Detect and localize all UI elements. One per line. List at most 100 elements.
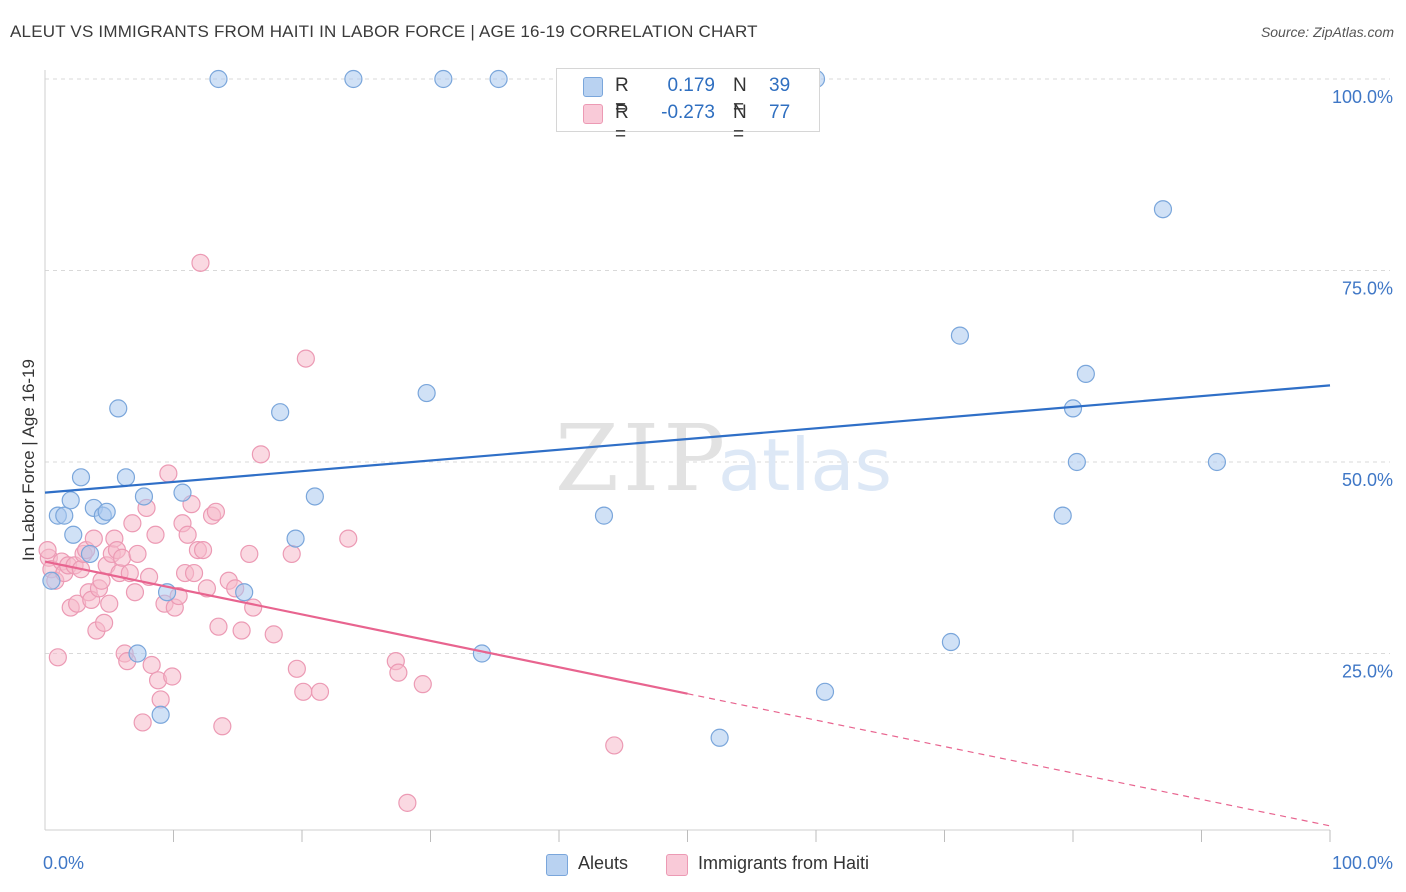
point-aleut [305,487,324,506]
point-aleut [594,506,614,525]
legend-n-value: 77 [769,102,791,123]
point-aleut [97,502,116,521]
y-tick-label: 100.0% [1332,87,1393,107]
point-aleut [128,644,147,663]
point-haiti [244,598,263,617]
y-tick-label: 75.0% [1342,279,1393,299]
point-aleut [55,506,74,525]
source-label: Source: ZipAtlas.com [1260,24,1394,40]
point-aleut [235,583,254,602]
point-haiti [163,667,182,686]
trend-haiti-dashed [687,693,1331,827]
legend-label-aleuts: Aleuts [578,853,629,873]
point-aleut [173,483,192,502]
point-haiti [191,253,210,272]
point-haiti [232,621,251,640]
point-haiti [310,682,330,701]
y-axis-label: In Labor Force | Age 16-19 [19,359,38,561]
point-haiti [125,583,145,602]
point-haiti [287,659,306,678]
point-haiti [197,579,217,598]
legend-label-haiti: Immigrants from Haiti [698,853,870,873]
point-haiti [100,594,119,613]
series-legend: Aleuts Immigrants from Haiti [0,852,1406,878]
point-aleut [489,69,508,89]
correlation-legend: R = 0.179 N = 39 R = -0.273 N = 77 [556,68,820,145]
gridlines [45,78,1390,654]
point-aleut [271,403,290,422]
point-haiti [413,675,432,694]
point-haiti [146,525,165,544]
legend-r-label: R = [615,102,629,145]
point-aleut [815,682,835,701]
point-haiti [112,548,132,567]
series-immigrants-from-haiti [38,253,624,812]
point-aleut [1207,452,1227,472]
point-haiti [389,663,408,682]
legend-swatch-blue [583,77,603,97]
trend-haiti-solid [44,560,688,695]
point-aleut [950,326,970,345]
x-tick-label: 100.0% [1332,853,1393,873]
legend-r-label: R = [615,75,629,118]
point-haiti [128,544,147,564]
point-aleut [64,525,83,544]
legend-swatch-haiti [666,854,688,876]
point-haiti [206,502,226,521]
point-haiti [251,445,270,464]
point-haiti [123,514,142,533]
point-aleut [710,728,729,747]
legend-r-value: -0.273 [661,102,715,123]
point-aleut [1076,364,1095,384]
point-haiti [605,736,624,755]
point-aleut [417,383,436,403]
point-aleut [151,705,170,724]
point-aleut [61,491,80,510]
legend-n-label: N = [733,102,747,145]
chart-title: ALEUT VS IMMIGRANTS FROM HAITI IN LABOR … [10,22,758,41]
point-haiti [151,690,170,709]
point-haiti [282,544,301,564]
y-tick-label: 50.0% [1342,470,1393,490]
point-haiti [133,713,152,732]
watermark-atlas: atlas [718,423,892,507]
point-haiti [159,464,178,483]
point-aleut [209,69,228,89]
trend-aleuts-solid [44,384,1331,494]
point-aleut [1153,200,1173,219]
point-aleut [71,468,91,487]
point-haiti [48,648,67,667]
point-aleut [344,69,363,89]
y-tick-label: 25.0% [1342,662,1393,682]
point-haiti [398,793,417,812]
point-haiti [240,544,259,564]
point-haiti [95,613,114,632]
point-aleut [116,468,136,487]
series-aleuts [42,69,1227,747]
point-aleut [109,399,128,418]
point-haiti [178,525,197,544]
x-tick-labels: 0.0% 100.0% [43,853,1393,873]
watermark: ZIP atlas [555,405,892,512]
point-aleut [42,571,61,590]
point-aleut [286,529,305,548]
point-haiti [84,529,103,548]
trend-lines [44,384,1331,827]
point-haiti [38,540,57,560]
point-haiti [209,617,228,636]
point-haiti [193,540,213,560]
point-haiti [142,655,161,675]
legend-swatch-aleuts [546,854,568,876]
legend-n-value: 39 [769,75,791,96]
point-haiti [184,563,204,583]
x-tick-label: 0.0% [43,853,84,873]
point-haiti [264,625,283,644]
point-aleut [1067,452,1086,472]
legend-swatch-pink [583,104,603,124]
point-haiti [339,529,358,548]
point-aleut [80,544,100,564]
watermark-zip: ZIP [555,405,729,512]
point-aleut [434,69,453,89]
point-haiti [213,717,232,736]
